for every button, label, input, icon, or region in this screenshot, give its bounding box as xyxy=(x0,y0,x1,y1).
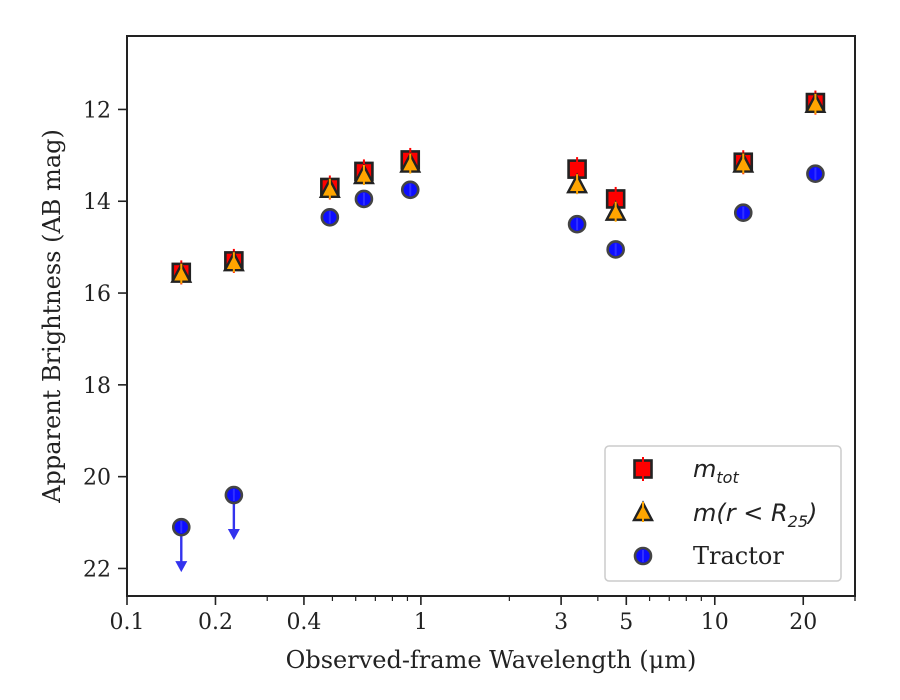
y-axis-label: Apparent Brightness (AB mag) xyxy=(38,129,66,504)
data-point xyxy=(606,240,625,259)
upper-limit-arrowhead xyxy=(227,529,240,541)
x-axis-label: Observed-frame Wavelength (μm) xyxy=(286,646,697,674)
data-point xyxy=(320,208,340,227)
legend-label: Tractor xyxy=(693,542,784,570)
y-tick-label: 20 xyxy=(83,466,111,491)
data-point xyxy=(567,214,587,234)
legend-subscript: tot xyxy=(716,468,739,487)
y-tick-label: 22 xyxy=(83,557,111,582)
plot-area xyxy=(126,35,856,597)
data-point xyxy=(806,164,825,184)
x-tick-label: 1 xyxy=(414,610,428,635)
x-tick-label: 0.4 xyxy=(286,610,321,635)
y-tick-label: 16 xyxy=(83,282,111,307)
legend-main-text: m xyxy=(693,455,716,483)
data-point xyxy=(604,200,627,222)
data-point xyxy=(224,485,244,505)
x-tick-label: 10 xyxy=(701,610,729,635)
data-point xyxy=(222,250,245,273)
x-tick-label: 0.1 xyxy=(110,610,145,635)
x-tick-label: 5 xyxy=(619,610,633,635)
upper-limit-arrowhead xyxy=(175,561,188,573)
y-tick-label: 12 xyxy=(83,98,111,123)
legend: mtot m(r < R25) Tractor xyxy=(604,445,842,582)
legend-marker xyxy=(632,500,654,522)
legend-label: mtot xyxy=(693,455,739,487)
legend-marker xyxy=(633,457,653,481)
data-point xyxy=(566,172,589,195)
data-point xyxy=(732,151,755,174)
x-tick-label: 0.2 xyxy=(198,610,233,635)
data-point xyxy=(400,180,420,200)
data-point xyxy=(804,92,827,114)
y-tick-label: 18 xyxy=(83,374,111,399)
y-tick-label: 14 xyxy=(83,190,111,215)
x-tick-label: 3 xyxy=(554,610,568,635)
legend-marker xyxy=(633,546,653,566)
data-point xyxy=(354,189,374,209)
x-axis: 0.1 0.2 0.4 1 3 5 10 20 xyxy=(110,596,856,635)
data-point xyxy=(171,517,191,537)
data-point xyxy=(170,262,193,284)
y-axis: 12 14 16 18 20 22 xyxy=(83,98,127,582)
legend-subscript: 25 xyxy=(788,512,808,531)
data-point xyxy=(733,203,753,223)
legend-label: m(r < R25) xyxy=(693,499,817,531)
legend-main-text: m(r < R xyxy=(693,499,788,527)
data-point xyxy=(399,151,422,174)
x-tick-label: 20 xyxy=(789,610,817,635)
legend-main-text: Tractor xyxy=(693,542,784,570)
legend-close-text: ) xyxy=(806,499,817,527)
data-point xyxy=(352,163,375,185)
legend-box xyxy=(604,445,842,582)
data-layer xyxy=(170,90,827,573)
data-point xyxy=(318,177,341,199)
plot-frame xyxy=(126,35,856,597)
